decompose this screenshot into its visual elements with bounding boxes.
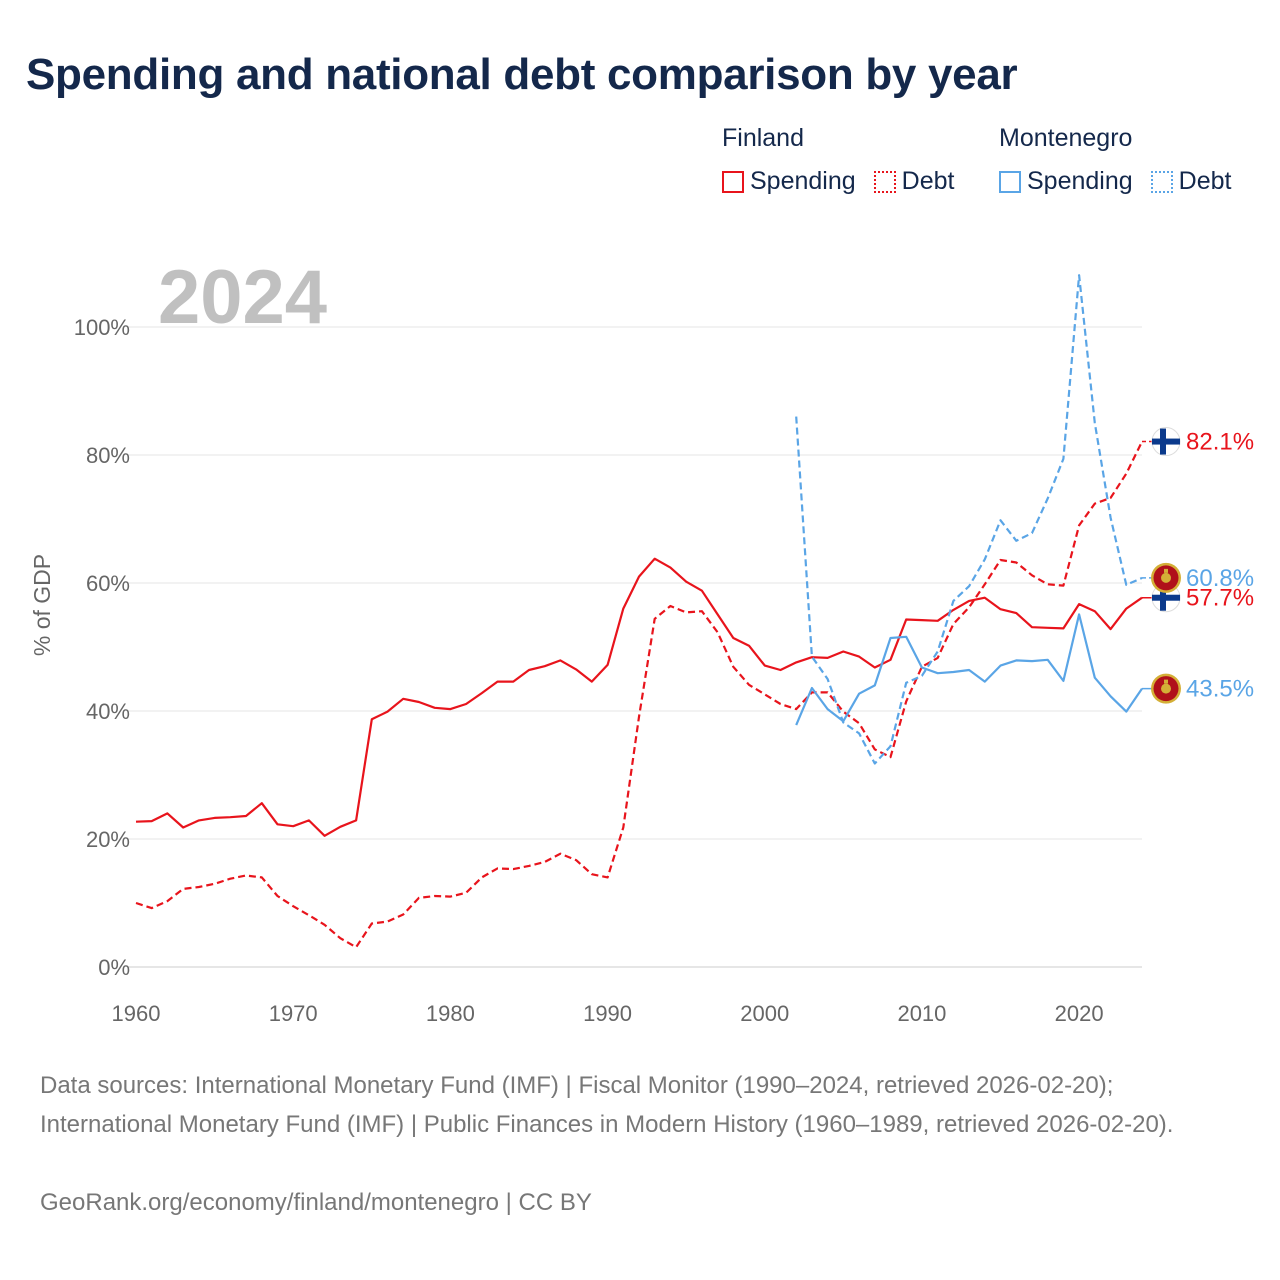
series-layer (135, 274, 1143, 949)
end-marker: 60.8% (1142, 562, 1254, 593)
series-line-finland-spending[interactable] (135, 557, 1143, 837)
end-value-label: 43.5% (1186, 676, 1254, 703)
series-line-montenegro-spending[interactable] (795, 613, 1143, 726)
y-tick-label: 60% (86, 571, 130, 596)
series-line-montenegro-debt[interactable] (795, 274, 1143, 765)
legend-group-title: Montenegro (999, 124, 1133, 152)
y-tick-label: 0% (98, 955, 130, 980)
x-tick-label: 2020 (1055, 1001, 1104, 1026)
legend-item-montenegro-spending[interactable]: Spending (999, 167, 1133, 196)
series-line-finland-debt[interactable] (135, 441, 1143, 949)
finland-flag-icon (1151, 427, 1181, 457)
montenegro-flag-icon (1151, 673, 1181, 704)
legend-item-label: Spending (1027, 167, 1133, 195)
line-chart: 2024 0% 20% 40% 60% 80% 100% 1960 1970 1980 1990… (29, 255, 1254, 1026)
x-tick-label: 2010 (897, 1001, 946, 1026)
legend-item-label: Spending (750, 167, 856, 195)
end-value-label: 60.8% (1186, 565, 1254, 592)
end-labels: 57.7% 82.1% 43.5% 60.8% (1142, 427, 1254, 704)
y-tick-label: 100% (74, 315, 130, 340)
legend-group-title: Finland (722, 124, 804, 152)
end-marker: 43.5% (1142, 673, 1254, 704)
legend-item-finland-spending[interactable]: Spending (722, 167, 856, 196)
chart-title: Spending and national debt comparison by… (26, 50, 1018, 99)
end-marker: 82.1% (1142, 427, 1254, 457)
legend-swatch-solid (999, 170, 1021, 193)
legend-item-label: Debt (901, 167, 955, 195)
legend-item-montenegro-debt[interactable]: Debt (1150, 167, 1232, 196)
year-label: 2024 (158, 255, 327, 340)
legend-swatch-dotted (1150, 170, 1173, 193)
end-value-label: 57.7% (1186, 585, 1254, 612)
data-sources: Data sources: International Monetary Fun… (40, 1072, 1174, 1138)
legend-finland: Finland Spending Debt (722, 124, 972, 196)
y-tick-label: 40% (86, 699, 130, 724)
x-tick-label: 1960 (112, 1001, 161, 1026)
legend-item-label: Debt (1178, 167, 1232, 195)
x-tick-label: 1990 (583, 1001, 632, 1026)
x-axis: 1960 1970 1980 1990 2000 2010 2020 (112, 1001, 1104, 1026)
x-tick-label: 1970 (269, 1001, 318, 1026)
legend-swatch-dotted (873, 170, 896, 193)
grid (128, 326, 1142, 968)
y-axis-title: % of GDP (29, 554, 55, 656)
x-tick-label: 1980 (426, 1001, 475, 1026)
legend-item-finland-debt[interactable]: Debt (873, 167, 955, 196)
y-tick-label: 80% (86, 443, 130, 468)
credit-link[interactable]: GeoRank.org/economy/finland/montenegro |… (40, 1189, 592, 1216)
y-tick-label: 20% (86, 827, 130, 852)
end-value-label: 82.1% (1186, 429, 1254, 456)
montenegro-flag-icon (1151, 562, 1181, 593)
legend-swatch-solid (722, 170, 744, 193)
x-tick-label: 2000 (740, 1001, 789, 1026)
y-axis: 0% 20% 40% 60% 80% 100% (74, 315, 130, 980)
legend-montenegro: Montenegro Spending Debt (999, 124, 1249, 196)
